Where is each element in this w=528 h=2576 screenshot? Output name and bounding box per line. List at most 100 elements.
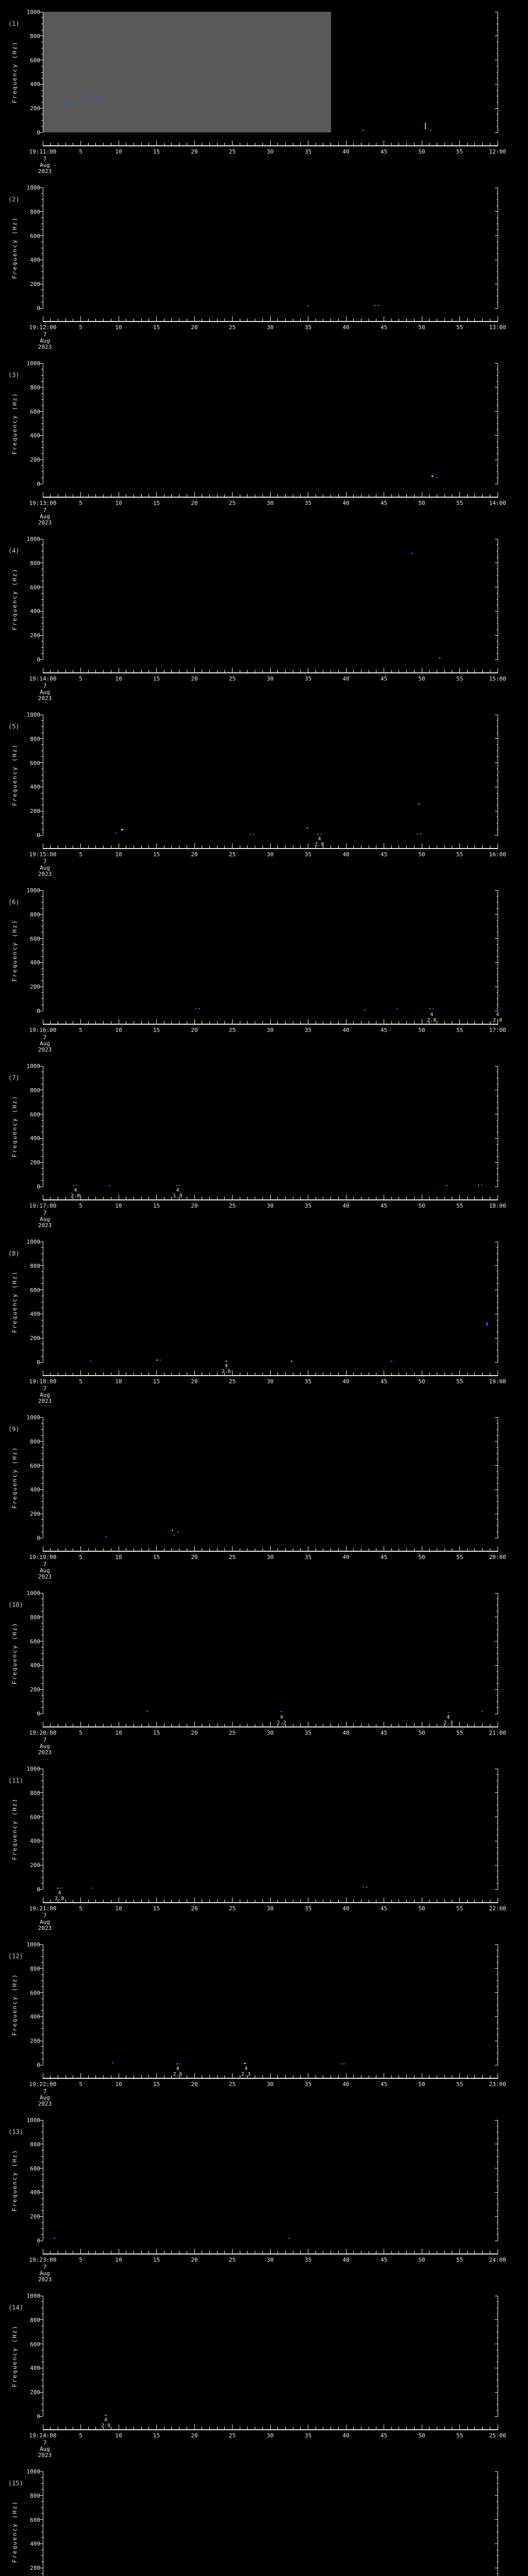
x-tick [338, 143, 339, 145]
spectrogram-panel: (9) Frequency (Hz) 0 200 400 600 800 1000 19:19:… [0, 1405, 528, 1581]
y-tick [497, 1707, 498, 1708]
x-tick-label: 10 [115, 148, 122, 155]
x-tick-label: 40 [342, 675, 350, 682]
y-tick-label: 1000 [26, 1414, 41, 1421]
x-tick [80, 492, 81, 497]
x-tick [459, 1019, 460, 1024]
x-tick [353, 1372, 354, 1375]
y-tick [497, 1883, 498, 1884]
date-label: 2023 [38, 344, 52, 350]
y-tick [495, 1792, 498, 1793]
x-tick [459, 1195, 460, 1199]
y-tick-label: 200 [30, 808, 40, 815]
y-tick [495, 762, 498, 764]
event-mark [496, 1008, 498, 1010]
y-tick [41, 1962, 43, 1963]
x-tick [232, 2425, 233, 2429]
y-tick [40, 1362, 43, 1363]
spectrogram-panel: (11) Frequency (Hz) 0 200 400 600 800 1000 4 2.8 1… [0, 1757, 528, 1933]
x-tick [459, 1897, 460, 1902]
y-tick-label: 1000 [26, 184, 41, 191]
x-tick-label: 45 [380, 2257, 388, 2263]
x-tick [482, 143, 483, 145]
date-label: Aug [40, 689, 50, 696]
event-mark [244, 2063, 246, 2064]
x-tick-label: 10 [115, 1378, 122, 1385]
x-tick [459, 1546, 460, 1551]
end-time-label: 21:00 [489, 1730, 506, 1736]
x-tick-label: 45 [380, 1202, 388, 1209]
x-tick [338, 1372, 339, 1375]
y-tick [497, 1519, 498, 1520]
y-tick [40, 308, 43, 309]
x-tick [414, 1900, 415, 1902]
x-tick [103, 2251, 104, 2253]
x-tick [459, 1722, 460, 1726]
x-tick [88, 1900, 89, 1902]
x-tick [482, 1197, 483, 1199]
x-tick-label: 20 [191, 148, 198, 155]
x-tick-label: 20 [191, 2081, 198, 2088]
x-tick [141, 2075, 142, 2078]
date-label: 7 [43, 858, 47, 865]
event-mark [419, 833, 421, 835]
x-tick [474, 1900, 475, 1902]
x-tick [95, 1548, 96, 1551]
x-tick [156, 2249, 157, 2253]
x-tick [270, 2425, 271, 2429]
x-tick [353, 1021, 354, 1024]
x-tick-label: 45 [380, 148, 388, 155]
y-tick [40, 1465, 43, 1466]
x-tick [103, 2075, 104, 2078]
y-tick-label: 0 [37, 1183, 40, 1190]
x-tick [459, 2249, 460, 2253]
x-tick [232, 1019, 233, 1024]
y-tick-label: 800 [30, 1438, 40, 1445]
y-tick [497, 647, 498, 648]
event-mark [432, 1008, 434, 1010]
y-tick [41, 1683, 43, 1684]
y-tick-label: 0 [37, 2062, 40, 2069]
y-tick [497, 2537, 498, 2538]
x-tick [171, 1021, 172, 1024]
x-tick [194, 668, 195, 672]
x-tick [65, 318, 66, 321]
date-label: 7 [43, 1210, 47, 1216]
y-tick [41, 1695, 43, 1696]
x-tick [247, 845, 248, 848]
x-tick [467, 1900, 468, 1902]
x-tick [88, 2075, 89, 2078]
x-tick-label: 40 [342, 851, 350, 858]
y-axis-label: Frequency (Hz) [11, 2325, 18, 2387]
pick-label-top: 4 [430, 1012, 434, 1018]
y-tick [497, 1629, 498, 1630]
y-tick [41, 447, 43, 448]
x-tick [391, 1548, 392, 1551]
y-tick [497, 1653, 498, 1654]
x-tick [148, 2427, 150, 2429]
y-tick [41, 1647, 43, 1648]
y-tick [41, 453, 43, 454]
x-tick [156, 141, 157, 145]
y-tick [497, 2186, 498, 2187]
y-tick [495, 2519, 498, 2520]
event-mark [95, 99, 100, 101]
x-tick [88, 2251, 89, 2253]
pick-label-bottom: 2.3 [443, 1720, 453, 1726]
y-tick [41, 126, 43, 127]
x-tick [95, 2075, 96, 2078]
date-label: 2023 [38, 1573, 52, 1580]
y-tick [497, 1507, 498, 1508]
y-axis-label: Frequency (Hz) [11, 41, 18, 104]
x-tick [300, 1197, 301, 1199]
x-tick [80, 1722, 81, 1726]
y-tick [40, 1792, 43, 1793]
y-axis-label: Frequency (Hz) [11, 216, 18, 279]
pick-label-top: 4 [496, 1012, 500, 1018]
event-mark [253, 833, 255, 835]
x-tick [482, 1021, 483, 1024]
event-mark [481, 1184, 483, 1186]
x-tick [232, 1546, 233, 1551]
y-tick [495, 1968, 498, 1969]
x-tick [429, 143, 430, 145]
